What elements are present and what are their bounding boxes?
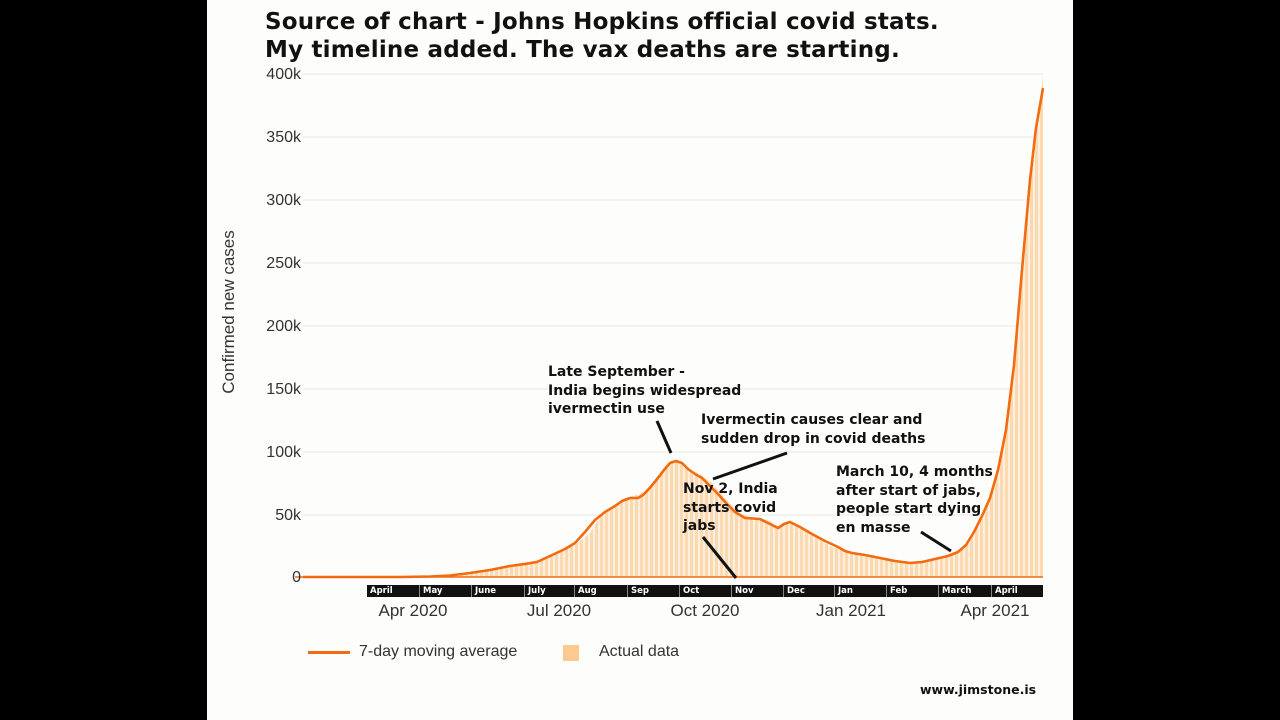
annotation-march10: March 10, 4 months after start of jabs, … [836, 463, 993, 537]
month-cell: Sep [627, 585, 679, 597]
month-cell: April [370, 586, 393, 596]
annotation-ivermectin-drop: Ivermectin causes clear and sudden drop … [701, 411, 925, 448]
month-cell: Feb [886, 585, 938, 597]
credit-watermark: www.jimstone.is [920, 682, 1037, 697]
annotation-line: jabs [683, 518, 716, 534]
legend-line-swatch [308, 651, 350, 654]
legend-bar-swatch [563, 645, 579, 661]
moving-average-line [303, 87, 1045, 579]
title-line-2: My timeline added. The vax deaths are st… [265, 37, 900, 63]
legend-line-label: 7-day moving average [359, 643, 518, 660]
month-cell: Aug [574, 585, 627, 597]
month-cell: March [938, 585, 991, 597]
annotation-line: sudden drop in covid deaths [701, 430, 926, 447]
annotation-line: March 10, 4 months [836, 464, 993, 480]
y-tick-200k: 200k [266, 318, 301, 335]
month-cell: Oct [679, 585, 731, 597]
y-tick-300k: 300k [266, 192, 301, 209]
annotation-line: India begins widespread [548, 382, 742, 399]
annotation-pointers [655, 420, 952, 579]
x-tick-jul-2020: Jul 2020 [526, 601, 592, 620]
annotation-line: starts covid [683, 499, 777, 516]
y-tick-50k: 50k [275, 507, 301, 524]
month-cell: Jan [834, 585, 886, 597]
gridlines [303, 73, 1043, 516]
x-tick-apr-2020: Apr 2020 [378, 601, 448, 620]
annotation-line: Ivermectin causes clear and [701, 412, 923, 428]
month-cell: May [419, 585, 471, 597]
month-cell: April [991, 585, 1043, 597]
y-tick-100k: 100k [266, 444, 301, 461]
legend-bar-label: Actual data [599, 643, 680, 660]
x-tick-apr-2021: Apr 2021 [960, 601, 1030, 620]
title-line-1: Source of chart - Johns Hopkins official… [265, 9, 939, 35]
annotation-line: ivermectin use [548, 401, 665, 417]
annotation-late-september: Late September - India begins widespread… [548, 363, 741, 419]
month-cell: Dec [783, 585, 834, 597]
annotation-line: Late September - [548, 364, 685, 380]
annotation-line: en masse [836, 519, 911, 536]
annotation-nov2-jabs: Nov 2, India starts covid jabs [683, 480, 778, 536]
y-tick-350k: 350k [266, 129, 301, 146]
y-tick-0: 0 [292, 569, 301, 586]
x-tick-jan-2021: Jan 2021 [816, 601, 886, 620]
month-strip [367, 585, 1043, 597]
y-tick-250k: 250k [266, 255, 301, 272]
annotation-line: people start dying [836, 501, 982, 517]
month-cell: July [524, 585, 574, 597]
actual-data-bars [303, 75, 1043, 577]
chart-title: Source of chart - Johns Hopkins official… [265, 8, 1065, 64]
month-cell: June [471, 585, 524, 597]
month-cell: Nov [731, 585, 783, 597]
y-tick-150k: 150k [266, 381, 301, 398]
y-tick-400k: 400k [266, 66, 301, 83]
annotation-line: Nov 2, India [683, 481, 778, 497]
annotation-line: after start of jabs, [836, 482, 981, 499]
x-tick-oct-2020: Oct 2020 [670, 601, 740, 620]
chart-panel [207, 0, 1073, 720]
